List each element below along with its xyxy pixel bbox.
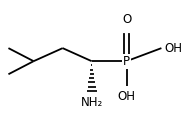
Text: OH: OH [164,42,182,55]
Text: O: O [122,13,131,26]
Text: P: P [123,55,130,68]
Text: OH: OH [118,90,136,103]
Text: NH₂: NH₂ [81,96,103,109]
